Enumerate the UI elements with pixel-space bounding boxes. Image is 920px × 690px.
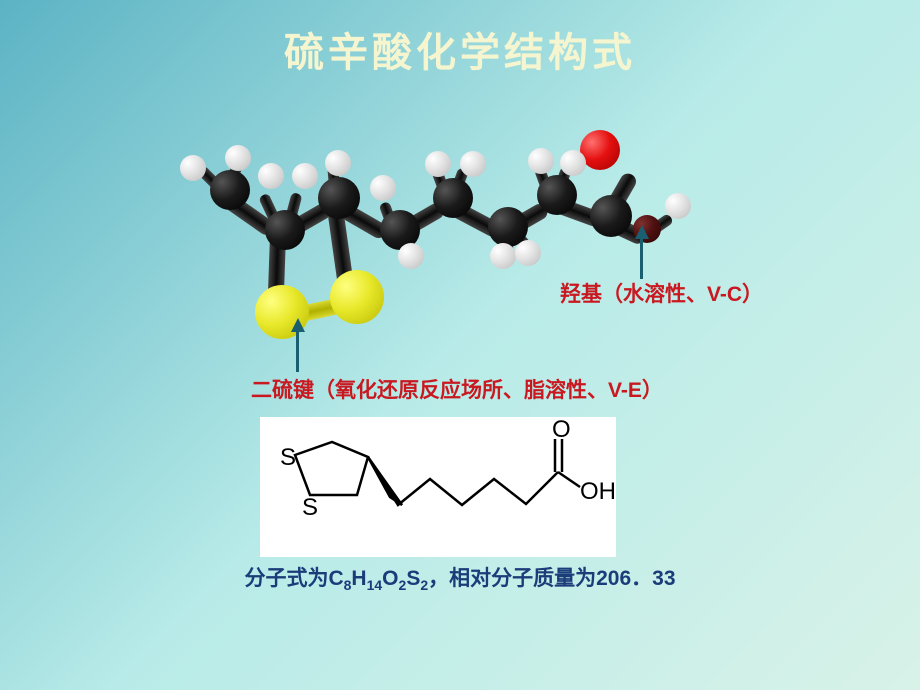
- sulfur-atom-label: S: [302, 494, 318, 521]
- carbon-atom: [590, 195, 632, 237]
- sulfur-atom: [330, 270, 384, 324]
- page-title: 硫辛酸化学结构式: [0, 0, 920, 78]
- sulfur-atom-label: S: [280, 444, 296, 471]
- oxygen-atom-label: O: [552, 417, 571, 443]
- carbon-atom: [265, 210, 305, 250]
- molecular-formula: 分子式为C8H14O2S2，相对分子质量为206．33: [0, 562, 920, 593]
- hydrogen-atom: [560, 150, 586, 176]
- hydroxyl-label: 羟基（水溶性、V-C）: [560, 278, 763, 308]
- disulfide-label: 二硫键（氧化还原反应场所、脂溶性、V-E）: [251, 374, 663, 404]
- hydrogen-atom: [370, 175, 396, 201]
- hydrogen-atom: [515, 240, 541, 266]
- carbon-atom: [210, 170, 250, 210]
- hydrogen-atom: [425, 151, 451, 177]
- carbon-atom: [433, 178, 473, 218]
- carbon-atom: [318, 177, 360, 219]
- hydrogen-atom: [398, 243, 424, 269]
- hydrogen-atom: [665, 193, 691, 219]
- hydrogen-atom: [528, 148, 554, 174]
- molecule-2d-structure: S S O OH: [260, 417, 616, 557]
- molecule-3d-model: [170, 115, 690, 355]
- hydroxyl-atom-label: OH: [580, 478, 616, 505]
- hydrogen-atom: [292, 163, 318, 189]
- carbon-atom: [537, 175, 577, 215]
- hydrogen-atom: [490, 243, 516, 269]
- hydrogen-atom: [325, 150, 351, 176]
- oxygen-red-atom: [580, 130, 620, 170]
- hydrogen-atom: [460, 151, 486, 177]
- hydrogen-atom: [180, 155, 206, 181]
- hydrogen-atom: [258, 163, 284, 189]
- hydrogen-atom: [225, 145, 251, 171]
